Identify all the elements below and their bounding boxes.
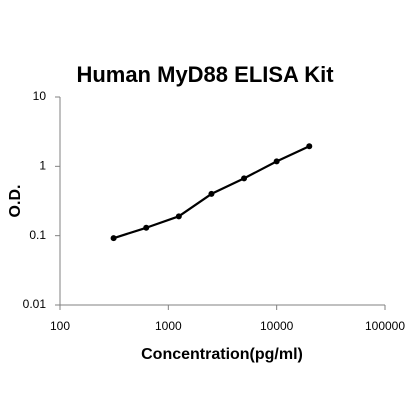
y-tick-label: 0.1 (29, 228, 46, 242)
data-point (110, 235, 117, 242)
x-tick-label: 10000 (260, 319, 294, 333)
data-point (143, 224, 150, 231)
x-tick-label: 100 (50, 319, 70, 333)
x-tick-label: 1000 (155, 319, 182, 333)
y-tick-label: 1 (39, 159, 46, 173)
data-point (208, 190, 215, 197)
y-tick-label: 0.01 (23, 297, 47, 311)
data-point (175, 213, 182, 220)
x-axis-label: Concentration(pg/ml) (141, 346, 303, 363)
x-tick-label: 100000 (365, 319, 405, 333)
data-point (306, 143, 313, 150)
data-point (241, 175, 248, 182)
chart-title: Human MyD88 ELISA Kit (76, 62, 334, 87)
data-point (273, 158, 280, 165)
y-tick-label: 10 (33, 89, 47, 103)
y-axis-label: O.D. (7, 185, 24, 218)
